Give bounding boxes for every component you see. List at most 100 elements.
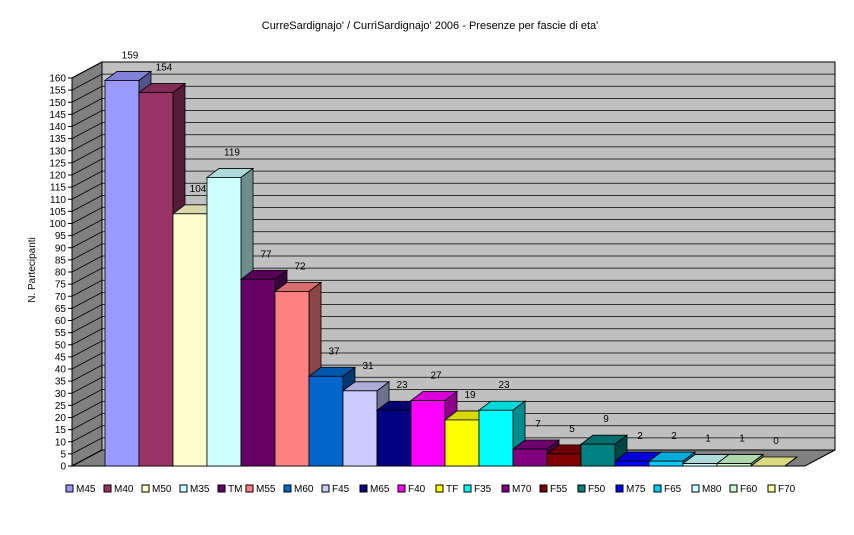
y-tick-label: 80 xyxy=(55,268,67,279)
y-tick-label: 25 xyxy=(55,401,67,412)
data-label: 31 xyxy=(362,361,374,372)
data-label: 104 xyxy=(190,184,207,195)
gridline xyxy=(71,194,835,212)
legend-swatch xyxy=(615,484,624,493)
gridline xyxy=(71,413,835,430)
legend-label: M65 xyxy=(370,484,390,495)
legend-swatch xyxy=(397,484,406,493)
y-tick-label: 155 xyxy=(49,86,66,97)
gridline xyxy=(71,243,835,261)
data-label: 154 xyxy=(156,63,173,74)
data-label: 72 xyxy=(294,261,306,272)
legend-label: F40 xyxy=(408,484,426,495)
y-tick-label: 5 xyxy=(60,449,66,460)
data-label: 27 xyxy=(430,371,442,382)
y-tick-label: 50 xyxy=(55,340,67,351)
bar-front xyxy=(512,448,548,467)
legend-swatch xyxy=(539,484,548,493)
gridline xyxy=(71,110,835,127)
data-label: 23 xyxy=(396,380,408,391)
bar-front xyxy=(172,213,208,467)
bar-f35: 23 xyxy=(477,380,527,467)
gridline xyxy=(71,182,835,200)
legend-item-f55: F55 xyxy=(539,484,568,495)
bar-front xyxy=(376,409,412,467)
data-label: 7 xyxy=(535,419,541,430)
data-label: 1 xyxy=(705,434,711,445)
legend-item-m65: M65 xyxy=(359,484,390,495)
y-tick-label: 30 xyxy=(55,389,67,400)
plot-area: 0510152025303540455055606570758085909510… xyxy=(49,50,836,473)
legend-label: F65 xyxy=(664,484,682,495)
bar-front xyxy=(648,460,684,467)
gridline xyxy=(71,291,835,309)
legend-item-f50: F50 xyxy=(577,484,606,495)
legend-label: M60 xyxy=(294,484,314,495)
bar-front xyxy=(240,278,276,467)
legend-label: M35 xyxy=(190,484,210,495)
legend-item-m40: M40 xyxy=(103,484,134,495)
legend-swatch xyxy=(321,484,330,493)
y-tick-label: 65 xyxy=(55,304,67,315)
data-label: 2 xyxy=(637,431,643,442)
gridline xyxy=(71,267,835,285)
y-tick-label: 55 xyxy=(55,328,67,339)
bar-front xyxy=(614,460,650,467)
y-tick-label: 90 xyxy=(55,243,67,254)
legend-swatch xyxy=(359,484,368,493)
data-label: 0 xyxy=(773,436,779,447)
gridline xyxy=(71,364,835,382)
chart-title: CurreSardignajo' / CurriSardignajo' 2006… xyxy=(262,20,598,32)
legend-item-m55: M55 xyxy=(245,484,276,495)
legend-swatch xyxy=(103,484,112,493)
legend-item-f45: F45 xyxy=(321,484,350,495)
gridline xyxy=(71,352,835,370)
legend-swatch xyxy=(501,484,510,493)
gridline xyxy=(71,61,835,79)
gridline xyxy=(71,231,835,249)
y-tick-label: 70 xyxy=(55,292,67,303)
legend-label: F70 xyxy=(778,484,796,495)
bar-f60: 1 xyxy=(715,434,765,467)
legend-item-m70: M70 xyxy=(501,484,532,495)
data-label: 5 xyxy=(569,424,575,435)
y-tick-label: 95 xyxy=(55,231,67,242)
gridline xyxy=(71,97,835,115)
gridline xyxy=(71,73,835,91)
data-label: 19 xyxy=(464,390,476,401)
legend-swatch xyxy=(653,484,662,493)
data-label: 37 xyxy=(328,346,340,357)
bar-front xyxy=(580,443,616,467)
legend-swatch xyxy=(691,484,700,493)
data-label: 2 xyxy=(671,431,677,442)
gridline xyxy=(71,158,835,176)
legend-swatch xyxy=(435,484,444,493)
legend-label: TF xyxy=(446,484,458,495)
gridline xyxy=(71,255,835,273)
legend-item-f60: F60 xyxy=(729,484,758,495)
legend-label: F55 xyxy=(550,484,568,495)
y-tick-label: 135 xyxy=(49,134,66,145)
gridline xyxy=(71,207,835,224)
legend-swatch xyxy=(283,484,292,493)
gridline xyxy=(71,376,835,394)
y-tick-label: 35 xyxy=(55,377,67,388)
bar-front xyxy=(104,80,140,467)
legend-item-tf: TF xyxy=(435,484,458,495)
bar-front xyxy=(274,290,310,467)
bar-front xyxy=(206,177,242,467)
legend-item-f40: F40 xyxy=(397,484,426,495)
data-label: 1 xyxy=(739,434,745,445)
y-tick-label: 140 xyxy=(49,122,66,133)
y-tick-label: 40 xyxy=(55,365,67,376)
legend-swatch xyxy=(217,484,226,493)
legend-label: F45 xyxy=(332,484,350,495)
y-tick-label: 20 xyxy=(55,413,67,424)
gridline xyxy=(71,146,835,164)
gridline xyxy=(71,85,835,103)
y-tick-label: 110 xyxy=(50,195,66,206)
bar-front xyxy=(444,419,480,467)
bar-front xyxy=(546,453,582,467)
legend-item-f35: F35 xyxy=(463,484,492,495)
legend-item-m80: M80 xyxy=(691,484,722,495)
